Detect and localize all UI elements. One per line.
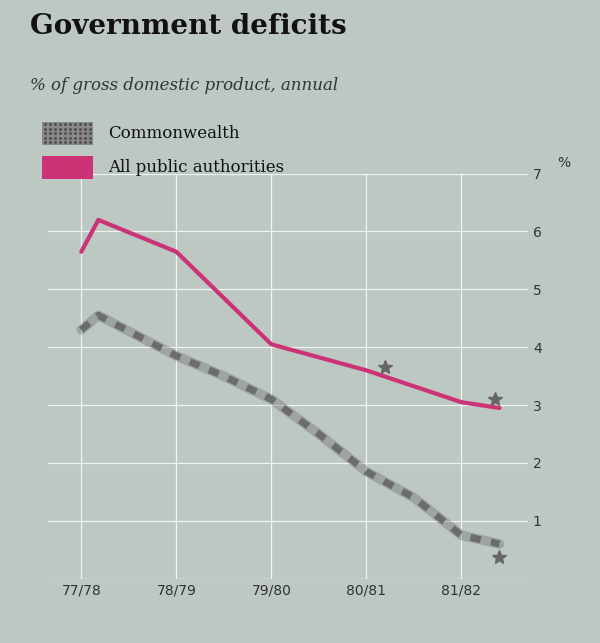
Text: Commonwealth: Commonwealth bbox=[108, 125, 239, 142]
Text: %: % bbox=[557, 156, 570, 170]
Text: % of gross domestic product, annual: % of gross domestic product, annual bbox=[30, 77, 338, 94]
Text: All public authorities: All public authorities bbox=[108, 159, 284, 176]
Text: Government deficits: Government deficits bbox=[30, 13, 347, 40]
